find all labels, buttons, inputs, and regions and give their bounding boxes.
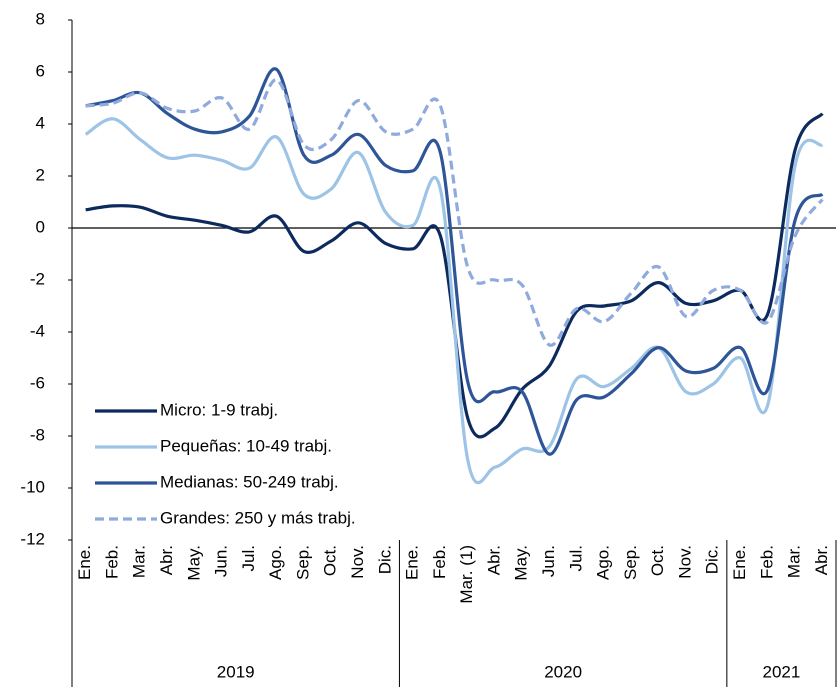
- x-tick-label: Abr.: [157, 545, 176, 575]
- x-tick-label: Jul.: [566, 545, 585, 571]
- x-tick-label: Ene.: [75, 545, 94, 580]
- x-tick-label: Nov.: [348, 545, 367, 579]
- x-tick-label: Sep.: [293, 545, 312, 580]
- group-label: 2021: [763, 662, 801, 681]
- group-label: 2019: [217, 662, 255, 681]
- x-tick-label: Ene.: [730, 545, 749, 580]
- x-tick-label: Feb.: [102, 545, 121, 579]
- x-tick-label: Feb.: [757, 545, 776, 579]
- y-tick-label: -4: [30, 321, 45, 340]
- x-tick-label: Jun.: [212, 545, 231, 577]
- y-tick-label: -8: [30, 425, 45, 444]
- y-tick-label: -10: [20, 477, 45, 496]
- series-line: [85, 67, 824, 456]
- x-tick-label: Abr.: [484, 545, 503, 575]
- x-tick-label: Nov.: [675, 545, 694, 579]
- x-tick-label: Dic.: [375, 545, 394, 574]
- group-label: 2020: [544, 662, 582, 681]
- x-tick-label: Oct.: [648, 545, 667, 576]
- x-tick-label: Dic.: [703, 545, 722, 574]
- y-tick-label: -6: [30, 373, 45, 392]
- y-tick-label: 2: [36, 165, 45, 184]
- x-tick-label: Ene.: [403, 545, 422, 580]
- legend-label: Pequeñas: 10-49 trabj.: [160, 436, 332, 455]
- legend-label: Medianas: 50-249 trabj.: [160, 472, 339, 491]
- y-tick-label: 4: [36, 113, 45, 132]
- x-tick-label: Jun.: [539, 545, 558, 577]
- legend-label: Grandes: 250 y más trabj.: [160, 508, 356, 527]
- x-tick-label: Feb.: [430, 545, 449, 579]
- x-tick-label: Mar. (1): [457, 545, 476, 604]
- x-tick-label: Jul.: [239, 545, 258, 571]
- series-line: [84, 117, 824, 485]
- x-tick-label: Mar.: [130, 545, 149, 578]
- y-tick-label: 0: [36, 217, 45, 236]
- y-tick-label: -2: [30, 269, 45, 288]
- y-tick-label: 6: [36, 61, 45, 80]
- x-tick-label: Mar.: [785, 545, 804, 578]
- legend-label: Micro: 1-9 trabj.: [160, 400, 278, 419]
- x-tick-label: Sep.: [621, 545, 640, 580]
- x-tick-label: May.: [184, 545, 203, 581]
- y-tick-label: -12: [20, 529, 45, 548]
- x-tick-label: Ago.: [266, 545, 285, 580]
- x-tick-label: Abr.: [812, 545, 831, 575]
- x-tick-label: Oct.: [321, 545, 340, 576]
- x-tick-label: Ago.: [594, 545, 613, 580]
- y-tick-label: 8: [36, 9, 45, 28]
- x-tick-label: May.: [512, 545, 531, 581]
